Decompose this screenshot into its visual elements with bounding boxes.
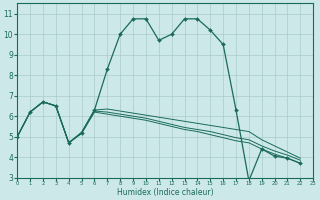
X-axis label: Humidex (Indice chaleur): Humidex (Indice chaleur) bbox=[117, 188, 213, 197]
